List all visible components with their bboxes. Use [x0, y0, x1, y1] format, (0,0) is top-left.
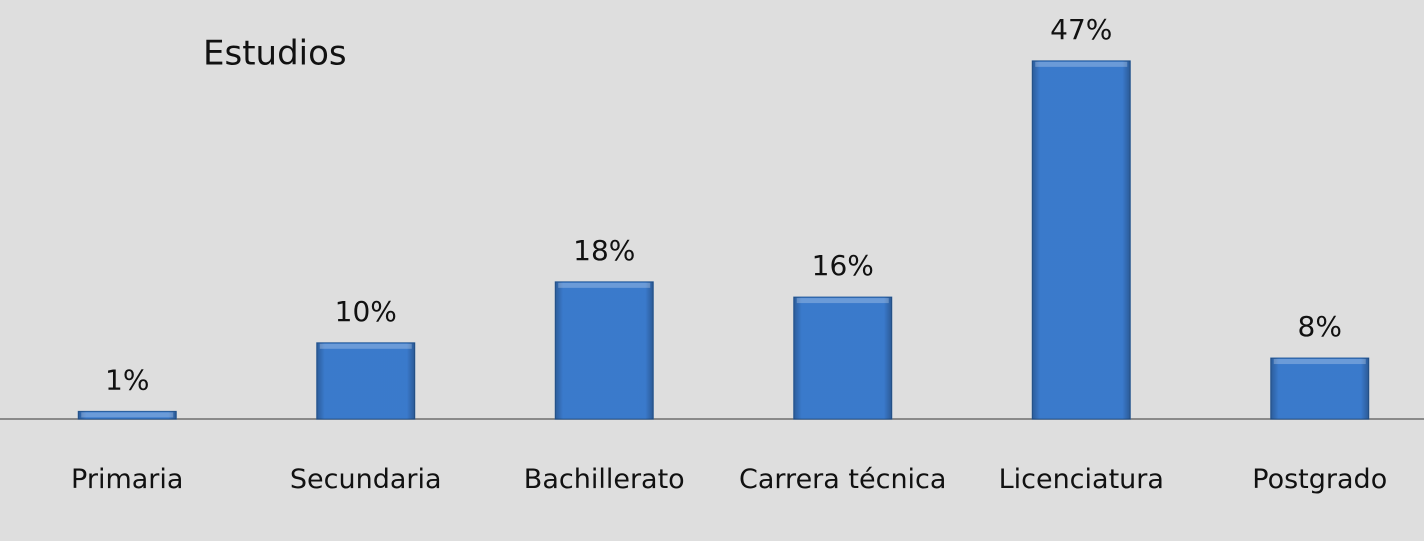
bar-highlight [81, 412, 174, 418]
x-tick-label: Licenciatura [998, 464, 1164, 495]
data-label: 8% [1298, 310, 1342, 343]
bar-shade [555, 281, 654, 419]
data-label: 10% [335, 295, 397, 328]
bar-highlight [558, 282, 651, 288]
bar-shade [316, 342, 415, 419]
x-tick-label: Secundaria [289, 464, 442, 495]
x-tick-label: Postgrado [1252, 464, 1388, 495]
bar-shade [1270, 358, 1369, 419]
data-label: 1% [105, 363, 149, 396]
bar-highlight [796, 298, 889, 304]
bar-highlight [1035, 61, 1128, 67]
bar-shade [1032, 60, 1131, 420]
bar-highlight [1273, 359, 1366, 365]
data-label: 16% [812, 249, 874, 282]
x-tick-label: Primaria [71, 464, 184, 495]
x-tick-label: Carrera técnica [739, 464, 947, 495]
x-tick-label: Bachillerato [523, 464, 685, 495]
bar-shade [793, 297, 892, 419]
data-label: 47% [1050, 13, 1112, 46]
bar-highlight [319, 343, 412, 349]
chart-title: Estudios [203, 34, 347, 74]
bar-shade [78, 411, 177, 419]
data-label: 18% [573, 234, 635, 267]
